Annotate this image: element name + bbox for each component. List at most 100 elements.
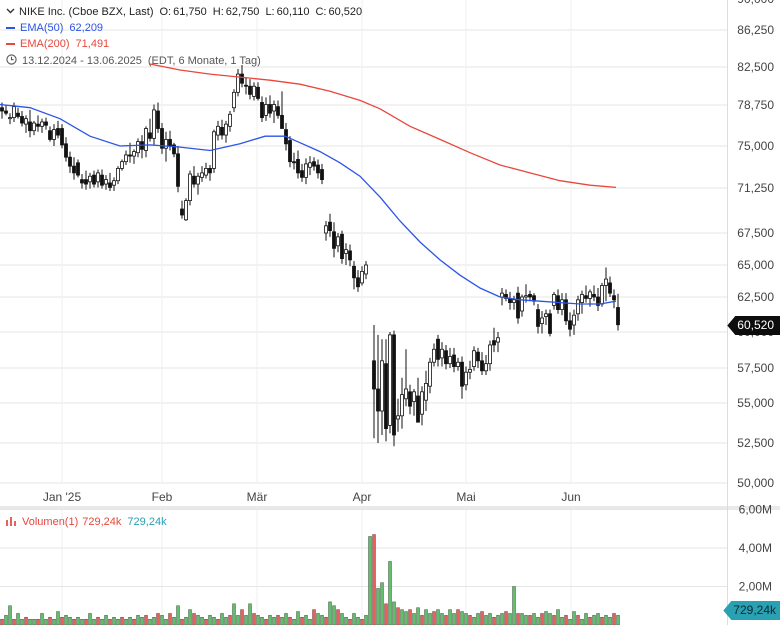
volume-bar — [604, 615, 608, 626]
candle-body — [536, 309, 540, 327]
volume-bar — [136, 615, 140, 626]
candle-body — [452, 354, 456, 367]
volume-bar — [36, 619, 40, 626]
y-tick-label: 55,000 — [737, 396, 774, 410]
y-tick-label: 71,250 — [737, 181, 774, 195]
volume-bar — [520, 613, 524, 626]
volume-bar — [540, 613, 544, 626]
candle-body — [56, 128, 60, 136]
volume-bar — [208, 615, 212, 626]
volume-bar — [32, 619, 36, 626]
candle-body — [572, 314, 576, 326]
candle-body — [12, 106, 16, 118]
date-range-detail: (EDT, 6 Monate, 1 Tag) — [147, 55, 261, 67]
candle-body — [528, 294, 532, 298]
y-tick-label: 82,500 — [737, 60, 774, 74]
volume-bar — [448, 609, 452, 626]
candle-body — [172, 144, 176, 155]
volume-bar — [400, 609, 404, 626]
volume-bar — [268, 615, 272, 626]
ema200-legend[interactable]: EMA(200) 71,491 — [6, 38, 115, 50]
volume-bar — [460, 611, 464, 626]
volume-bar — [0, 619, 4, 626]
bar-chart-icon — [6, 516, 17, 526]
high-value: 62,750 — [225, 6, 260, 18]
candle-body — [448, 356, 452, 365]
candle-body — [408, 391, 412, 407]
volume-bar — [552, 615, 556, 626]
volume-bar — [40, 613, 44, 626]
volume-bar — [8, 605, 12, 626]
volume-bar — [276, 615, 280, 626]
candle-body — [204, 167, 208, 176]
candle-body — [588, 291, 592, 299]
volume-bar — [492, 617, 496, 626]
y-tick-label: 78,750 — [737, 98, 774, 112]
candle-body — [396, 415, 400, 420]
ema50-label: EMA(50) — [20, 22, 64, 34]
volume-bar — [56, 611, 60, 626]
date-range-text: 13.12.2024 - 13.06.2025 — [22, 55, 142, 67]
volume-bar — [588, 617, 592, 626]
volume-bar — [264, 619, 268, 626]
panel-separator — [0, 506, 780, 510]
volume-bar — [496, 615, 500, 626]
volume-bar — [416, 607, 420, 626]
volume-bar — [472, 617, 476, 626]
candle-body — [524, 295, 528, 298]
candle-body — [156, 110, 160, 129]
volume-bar — [280, 617, 284, 626]
volume-bar — [344, 617, 348, 626]
candle-body — [476, 351, 480, 362]
candle-body — [52, 129, 56, 140]
candle-body — [308, 162, 312, 168]
volume-bar — [312, 609, 316, 626]
volume-bar — [456, 609, 460, 626]
candle-body — [244, 84, 248, 87]
candle-body — [100, 174, 104, 186]
candle-body — [72, 165, 76, 174]
candle-body — [88, 175, 92, 183]
volume-bar — [376, 588, 380, 626]
candle-body — [104, 179, 108, 185]
candle-body — [488, 344, 492, 365]
ema50-legend[interactable]: EMA(50) 62,209 — [6, 22, 109, 34]
volume-bar — [404, 611, 408, 626]
ema200-value: 71,491 — [75, 38, 110, 50]
volume-bar — [64, 615, 68, 626]
volume-bar — [220, 613, 224, 626]
volume-bar — [556, 609, 560, 626]
candle-body — [580, 294, 584, 304]
volume-bar — [360, 619, 364, 626]
volume-bar — [536, 617, 540, 626]
candle-body — [592, 294, 596, 298]
volume-bar — [504, 611, 508, 626]
low-label: L: — [265, 6, 275, 18]
candle-body — [40, 121, 44, 127]
candle-body — [60, 128, 64, 146]
chevron-down-icon[interactable] — [6, 6, 15, 15]
candle-body — [432, 348, 436, 363]
volume-bar — [412, 613, 416, 626]
candle-body — [348, 250, 352, 261]
candle-body — [312, 161, 316, 167]
candle-body — [136, 141, 140, 154]
volume-bar — [80, 619, 84, 626]
candle-body — [184, 200, 188, 221]
candle-body — [604, 278, 608, 286]
volume-bar — [60, 617, 64, 626]
candle-body — [392, 334, 396, 436]
volume-header: Volumen(1) 729,24k 729,24k — [6, 516, 173, 528]
volume-bar — [176, 605, 180, 626]
volume-bar — [92, 619, 96, 626]
candle-body — [360, 270, 364, 284]
volume-bar — [4, 615, 8, 626]
candle-body — [276, 106, 280, 116]
candle-body — [288, 140, 292, 163]
volume-bar — [372, 534, 376, 626]
volume-bar — [384, 603, 388, 626]
close-value: 60,520 — [328, 6, 363, 18]
candle-body — [612, 295, 616, 301]
candle-body — [220, 127, 224, 136]
